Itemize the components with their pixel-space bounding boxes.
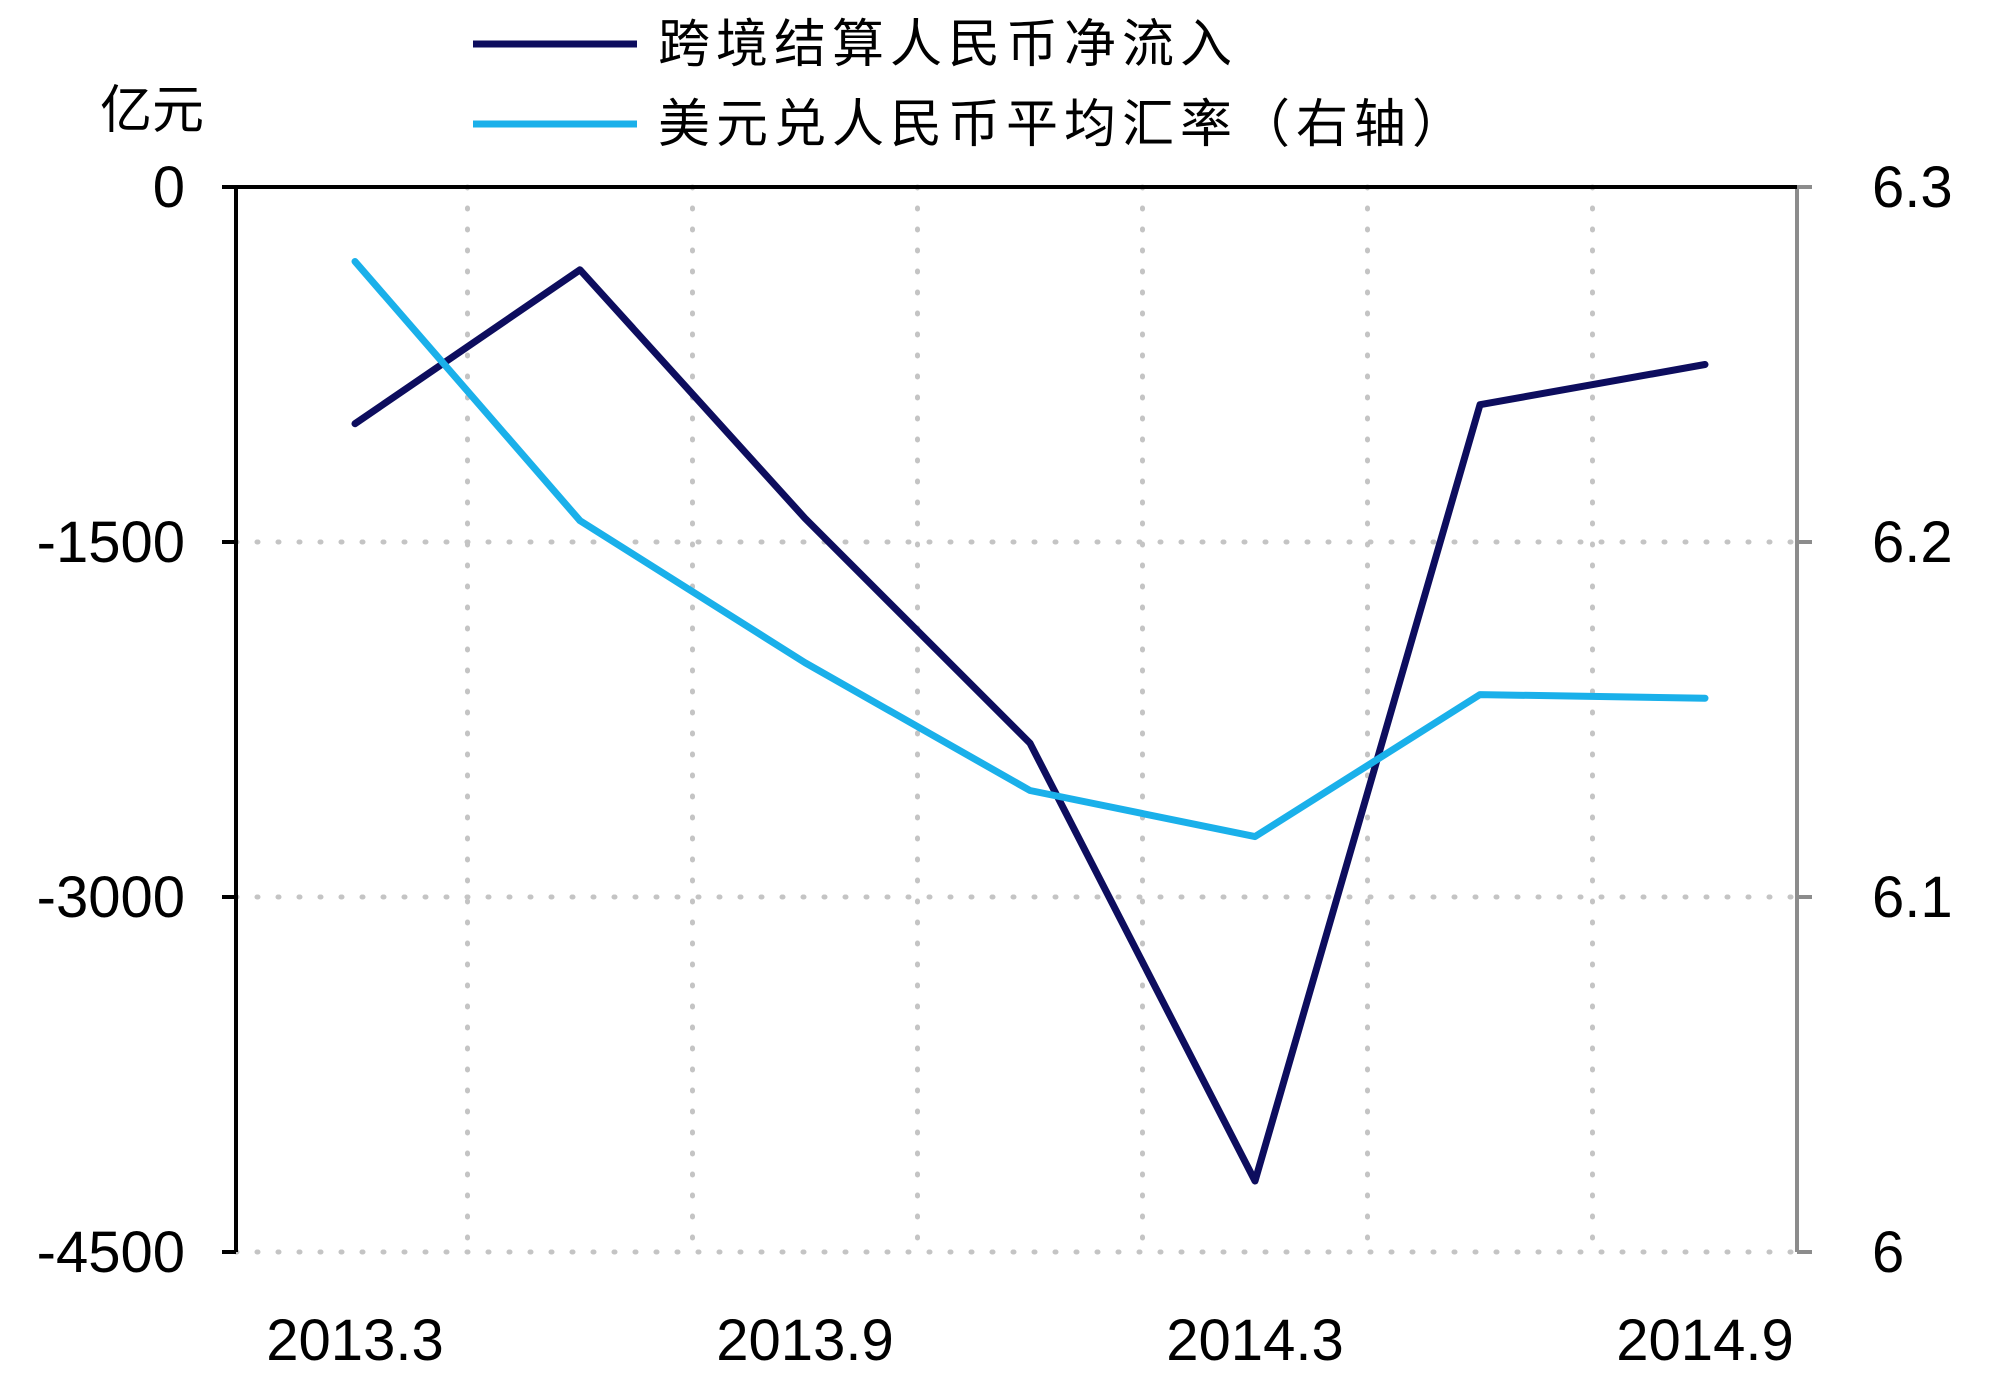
left-axis-ticks: 0 -1500 -3000 -4500: [37, 155, 236, 1285]
right-tick-label: 6.3: [1872, 155, 1953, 220]
x-tick-label: 2014.3: [1166, 1308, 1343, 1373]
right-axis-ticks: 6.3 6.2 6.1 6: [1797, 155, 1953, 1285]
right-tick-label: 6.2: [1872, 510, 1953, 575]
x-tick-label: 2014.9: [1616, 1308, 1793, 1373]
x-tick-label: 2013.3: [266, 1308, 443, 1373]
legend: 跨境结算人民币净流入 美元兑人民币平均汇率（右轴）: [473, 16, 1470, 154]
exchange-rate-series-line: [351, 258, 1709, 841]
x-tick-label: 2013.9: [716, 1308, 893, 1373]
right-tick-label: 6.1: [1872, 865, 1953, 930]
left-axis-unit: 亿元: [100, 82, 204, 140]
left-tick-label: -4500: [37, 1220, 185, 1285]
legend-label-exchange-rate: 美元兑人民币平均汇率（右轴）: [658, 96, 1470, 154]
x-axis-ticks: 2013.3 2013.9 2014.3 2014.9: [266, 1308, 1793, 1373]
right-tick-label: 6: [1872, 1220, 1904, 1285]
left-tick-label: -3000: [37, 865, 185, 930]
legend-label-net-inflow: 跨境结算人民币净流入: [658, 16, 1238, 74]
net-inflow-series-line: [351, 266, 1709, 1185]
series-lines: [351, 258, 1709, 1185]
left-tick-label: 0: [153, 155, 185, 220]
left-tick-label: -1500: [37, 510, 185, 575]
axes: [222, 185, 1810, 1252]
gridlines: [233, 184, 1800, 1255]
